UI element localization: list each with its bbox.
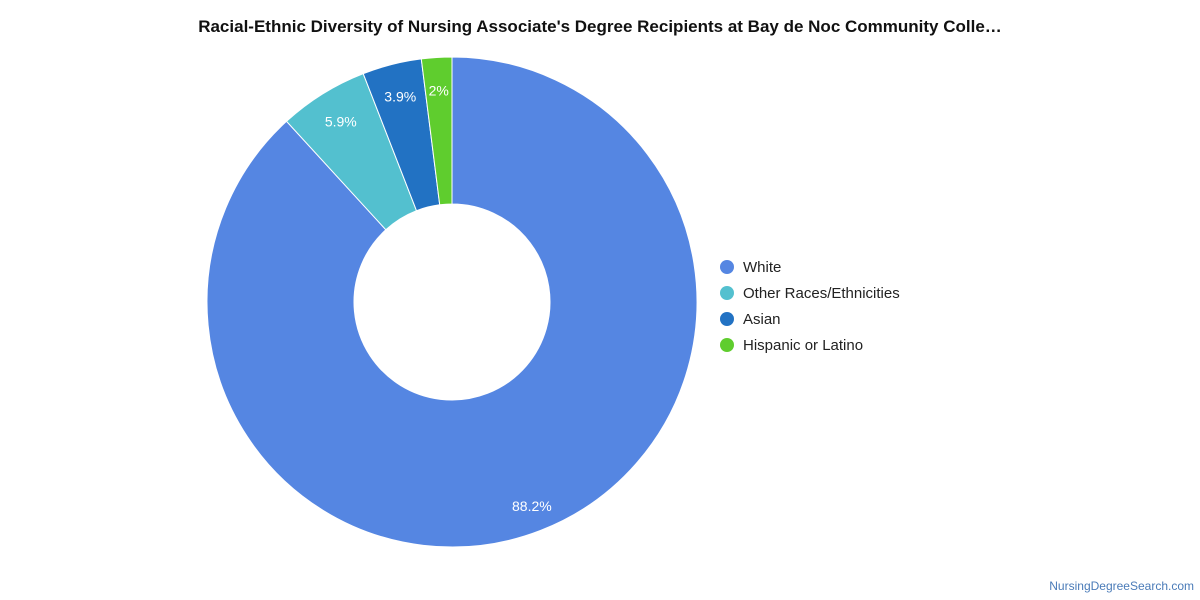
legend-swatch-icon	[720, 312, 734, 326]
legend-label: White	[743, 258, 782, 276]
legend-swatch-icon	[720, 338, 734, 352]
legend-label: Other Races/Ethnicities	[743, 284, 900, 302]
legend-label: Hispanic or Latino	[743, 336, 864, 354]
legend-item-2[interactable]: Asian	[720, 306, 900, 332]
source-credit[interactable]: NursingDegreeSearch.com	[1049, 579, 1194, 593]
slice-data-label-3: 2%	[429, 82, 449, 98]
legend-swatch-icon	[720, 260, 734, 274]
legend-item-0[interactable]: White	[720, 254, 900, 280]
chart-legend: White Other Races/Ethnicities Asian Hispani…	[720, 254, 900, 358]
legend-swatch-icon	[720, 286, 734, 300]
donut-slice-0[interactable]	[206, 56, 698, 548]
slice-data-label-1: 5.9%	[325, 114, 357, 130]
chart-title: Racial-Ethnic Diversity of Nursing Assoc…	[198, 17, 1002, 36]
donut-slice-3[interactable]	[420, 56, 453, 206]
slice-data-label-2: 3.9%	[384, 88, 416, 104]
legend-label: Asian	[743, 310, 781, 328]
legend-item-3[interactable]: Hispanic or Latino	[720, 332, 900, 358]
legend-item-1[interactable]: Other Races/Ethnicities	[720, 280, 900, 306]
slice-data-label-0: 88.2%	[512, 498, 552, 514]
